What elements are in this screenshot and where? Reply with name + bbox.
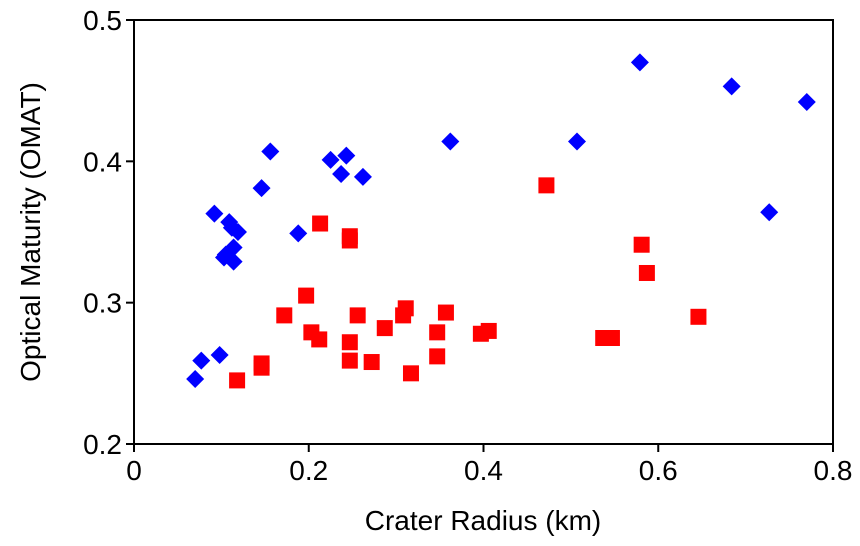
point — [376, 320, 393, 337]
x-tick-label: 0.2 — [289, 455, 328, 486]
x-tick-label: 0.8 — [814, 455, 853, 486]
point — [630, 53, 649, 72]
point — [429, 348, 446, 365]
x-tick-label: 0.6 — [639, 455, 678, 486]
point — [341, 232, 358, 249]
point — [437, 304, 454, 321]
y-tick-label: 0.2 — [83, 429, 122, 460]
x-axis-label: Crater Radius (km) — [365, 505, 601, 536]
point — [567, 132, 586, 151]
point — [363, 354, 380, 371]
point — [337, 146, 356, 165]
point — [690, 308, 707, 325]
point — [224, 238, 243, 257]
point — [603, 330, 620, 346]
y-tick-label: 0.3 — [83, 288, 122, 319]
point — [638, 264, 655, 281]
point — [538, 177, 555, 194]
point — [229, 372, 246, 389]
point — [402, 365, 419, 382]
x-tick-label: 0 — [126, 455, 142, 486]
point — [252, 179, 271, 198]
point — [397, 300, 414, 317]
point — [192, 351, 211, 370]
point — [341, 334, 358, 351]
point — [253, 355, 270, 372]
y-tick-label: 0.5 — [83, 5, 122, 36]
x-tick-label: 0.4 — [464, 455, 503, 486]
point — [289, 224, 308, 243]
point — [311, 331, 328, 348]
point — [797, 92, 816, 111]
point — [186, 369, 205, 388]
point — [441, 132, 460, 151]
point — [633, 236, 650, 253]
y-tick-label: 0.4 — [83, 146, 122, 177]
point — [321, 150, 340, 169]
point — [224, 252, 243, 271]
point — [722, 77, 741, 96]
point — [261, 142, 280, 161]
point — [332, 165, 351, 184]
point — [480, 322, 497, 339]
point — [210, 345, 229, 364]
point — [205, 204, 224, 223]
point — [312, 215, 329, 232]
point — [353, 167, 372, 186]
point — [298, 287, 315, 304]
point — [276, 307, 293, 324]
point — [349, 307, 366, 324]
point — [760, 203, 779, 222]
point — [429, 324, 446, 341]
point — [228, 223, 247, 241]
y-axis-label: Optical Maturity (OMAT) — [15, 82, 46, 382]
point — [341, 352, 358, 369]
